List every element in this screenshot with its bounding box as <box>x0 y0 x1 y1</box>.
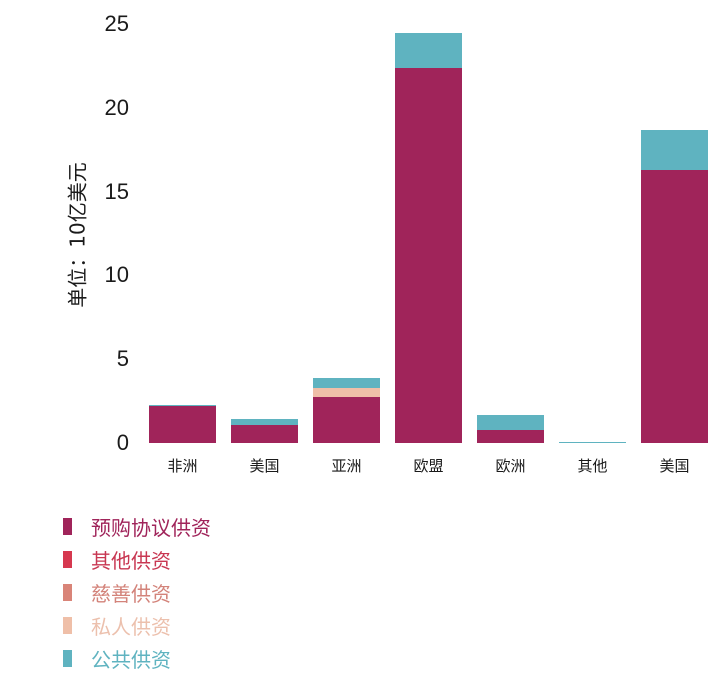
legend-label: 其他供资 <box>91 549 171 573</box>
x-tick-label: 非洲 <box>167 457 198 475</box>
bar-segment <box>231 418 298 425</box>
y-axis-label: 单位：10亿美元 <box>65 162 90 308</box>
bar-segment <box>149 406 216 443</box>
x-tick-label: 其他 <box>577 457 608 475</box>
bar-segment <box>231 424 298 443</box>
legend-label: 公共供资 <box>91 648 171 672</box>
bar-segment <box>477 429 544 443</box>
bar <box>231 418 298 443</box>
y-tick-label: 0 <box>116 430 129 455</box>
bar <box>149 405 216 443</box>
bar-segment <box>313 377 380 388</box>
bar-segment <box>641 169 708 443</box>
bar <box>395 33 462 443</box>
legend-swatch-icon <box>63 617 72 634</box>
bar <box>477 415 544 443</box>
x-tick-label: 美国 <box>659 457 690 475</box>
legend-label: 慈善供资 <box>91 582 171 606</box>
bar-segment <box>313 387 380 397</box>
legend-item: 慈善供资 <box>63 576 211 609</box>
legend-swatch-icon <box>63 551 72 568</box>
legend-item: 公共供资 <box>63 642 211 675</box>
legend-swatch-icon <box>63 518 72 535</box>
legend-swatch-icon <box>63 650 72 667</box>
legend-label: 私人供资 <box>91 615 171 639</box>
bar <box>313 377 380 443</box>
bar-segment <box>641 129 708 170</box>
stacked-bar-chart: 单位：10亿美元 0 5 10 15 20 25 非洲 美国 亚洲 欧盟 欧洲 其他 美国 <box>65 11 708 475</box>
bar-segment <box>395 67 462 443</box>
x-tick-label: 美国 <box>249 457 280 475</box>
bar-segment <box>559 442 626 443</box>
bar <box>559 442 626 443</box>
y-tick-label: 20 <box>104 94 129 120</box>
x-tick-label: 亚洲 <box>331 457 362 475</box>
legend-item: 预购协议供资 <box>63 510 211 543</box>
bar-segment <box>149 405 216 407</box>
legend: 预购协议供资 其他供资 慈善供资 私人供资 公共供资 <box>63 510 211 675</box>
y-tick-label: 15 <box>104 178 129 204</box>
x-tick-label: 欧洲 <box>495 457 526 475</box>
y-tick-label: 10 <box>104 262 129 288</box>
legend-item: 其他供资 <box>63 543 211 576</box>
y-tick-label: 5 <box>116 346 129 372</box>
bar <box>641 129 708 443</box>
bar-segment <box>477 415 544 430</box>
legend-label: 预购协议供资 <box>91 516 211 540</box>
legend-item: 私人供资 <box>63 609 211 642</box>
bar-segment <box>395 33 462 68</box>
x-tick-label: 欧盟 <box>413 457 444 475</box>
y-tick-label: 25 <box>104 11 129 36</box>
bar-segment <box>313 396 380 443</box>
legend-swatch-icon <box>63 584 72 601</box>
